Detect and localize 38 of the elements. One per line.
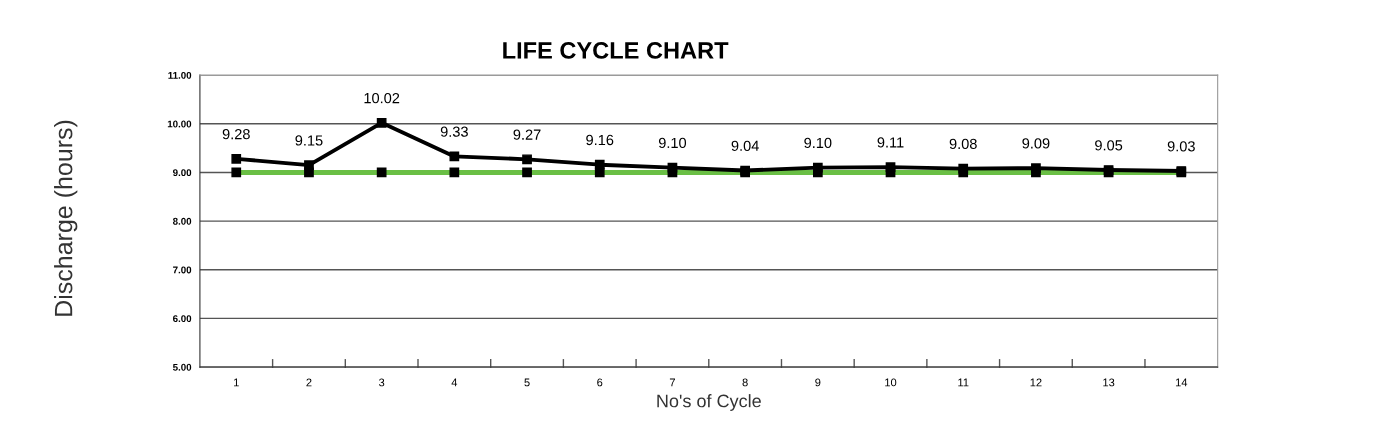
y-tick-label: 11.00 — [168, 71, 192, 79]
data-label: 9.04 — [731, 140, 759, 151]
data-label: 9.10 — [658, 137, 687, 149]
y-tick-label: 5.00 — [172, 363, 192, 371]
data-label: 9.09 — [1022, 138, 1050, 149]
y-axis-title: Discharge (hours) — [54, 120, 78, 316]
data-label: 9.03 — [1167, 141, 1195, 152]
chart-title: LIFE CYCLE CHART — [503, 42, 729, 59]
x-tick-label: 1 — [234, 378, 239, 387]
data-label: 9.33 — [440, 126, 468, 137]
x-tick-label: 10 — [885, 378, 897, 387]
x-tick-label: 3 — [378, 378, 385, 387]
y-tick-label: 9.00 — [173, 169, 192, 177]
data-label: 9.05 — [1095, 140, 1123, 151]
data-label: 10.02 — [364, 92, 400, 104]
x-tick-label: 2 — [306, 378, 312, 387]
data-label: 9.27 — [513, 129, 541, 140]
x-tick-label: 6 — [597, 378, 603, 387]
x-tick-label: 12 — [1030, 378, 1042, 387]
y-tick-label: 10.00 — [167, 120, 192, 128]
data-label: 9.15 — [295, 135, 323, 146]
x-tick-label: 4 — [451, 378, 458, 387]
x-tick-label: 7 — [669, 378, 675, 387]
data-label: 9.28 — [222, 128, 250, 140]
x-axis-title: No's of Cycle — [657, 394, 761, 411]
data-label: 9.10 — [804, 137, 832, 149]
y-tick-label: 7.00 — [173, 266, 192, 274]
x-tick-label: 11 — [958, 378, 969, 387]
x-tick-label: 9 — [815, 378, 821, 387]
data-label: 9.08 — [949, 138, 977, 150]
x-tick-label: 8 — [742, 378, 748, 387]
x-tick-label: 14 — [1175, 378, 1188, 387]
data-label: 9.11 — [877, 137, 904, 148]
data-label: 9.16 — [586, 134, 614, 146]
x-tick-label: 5 — [524, 378, 530, 387]
y-tick-label: 6.00 — [173, 315, 192, 323]
y-tick-label: 8.00 — [172, 217, 192, 225]
x-tick-label: 13 — [1103, 378, 1115, 387]
